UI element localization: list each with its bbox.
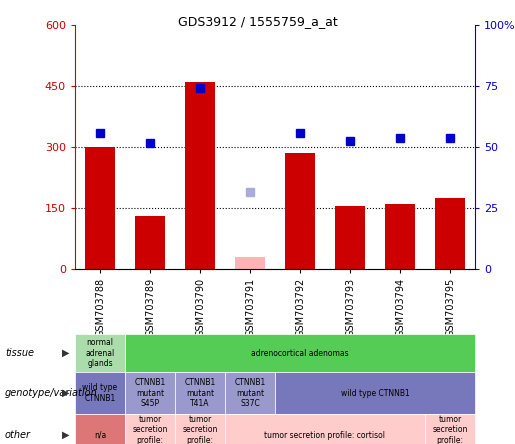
Text: tumor
secretion
profile:
aldosteron: tumor secretion profile: aldosteron [430, 415, 470, 444]
Bar [435, 198, 465, 269]
Text: tumor secretion profile: cortisol: tumor secretion profile: cortisol [265, 431, 386, 440]
Text: genotype/variation: genotype/variation [5, 388, 98, 398]
Bar [85, 147, 115, 269]
Bar [335, 206, 365, 269]
Text: n/a: n/a [94, 431, 106, 440]
Bar [235, 257, 265, 269]
Text: CTNNB1
mutant
T41A: CTNNB1 mutant T41A [184, 378, 216, 408]
Text: adrenocortical adenomas: adrenocortical adenomas [251, 349, 349, 357]
Text: wild type CTNNB1: wild type CTNNB1 [340, 388, 409, 397]
Text: CTNNB1
mutant
S37C: CTNNB1 mutant S37C [234, 378, 266, 408]
Text: tumor
secretion
profile:
aldosteron: tumor secretion profile: aldosteron [180, 415, 220, 444]
Text: wild type
CTNNB1: wild type CTNNB1 [82, 383, 117, 403]
Bar [385, 204, 415, 269]
Text: ▶: ▶ [61, 430, 69, 440]
Text: GDS3912 / 1555759_a_at: GDS3912 / 1555759_a_at [178, 15, 337, 28]
Text: ▶: ▶ [61, 348, 69, 358]
Text: tumor
secretion
profile:
cortisol: tumor secretion profile: cortisol [132, 415, 168, 444]
Text: ▶: ▶ [61, 388, 69, 398]
Text: normal
adrenal
glands: normal adrenal glands [85, 338, 115, 368]
Text: other: other [5, 430, 31, 440]
Bar [285, 153, 315, 269]
Bar [135, 216, 165, 269]
Text: CTNNB1
mutant
S45P: CTNNB1 mutant S45P [134, 378, 166, 408]
Bar [185, 82, 215, 269]
Text: tissue: tissue [5, 348, 34, 358]
